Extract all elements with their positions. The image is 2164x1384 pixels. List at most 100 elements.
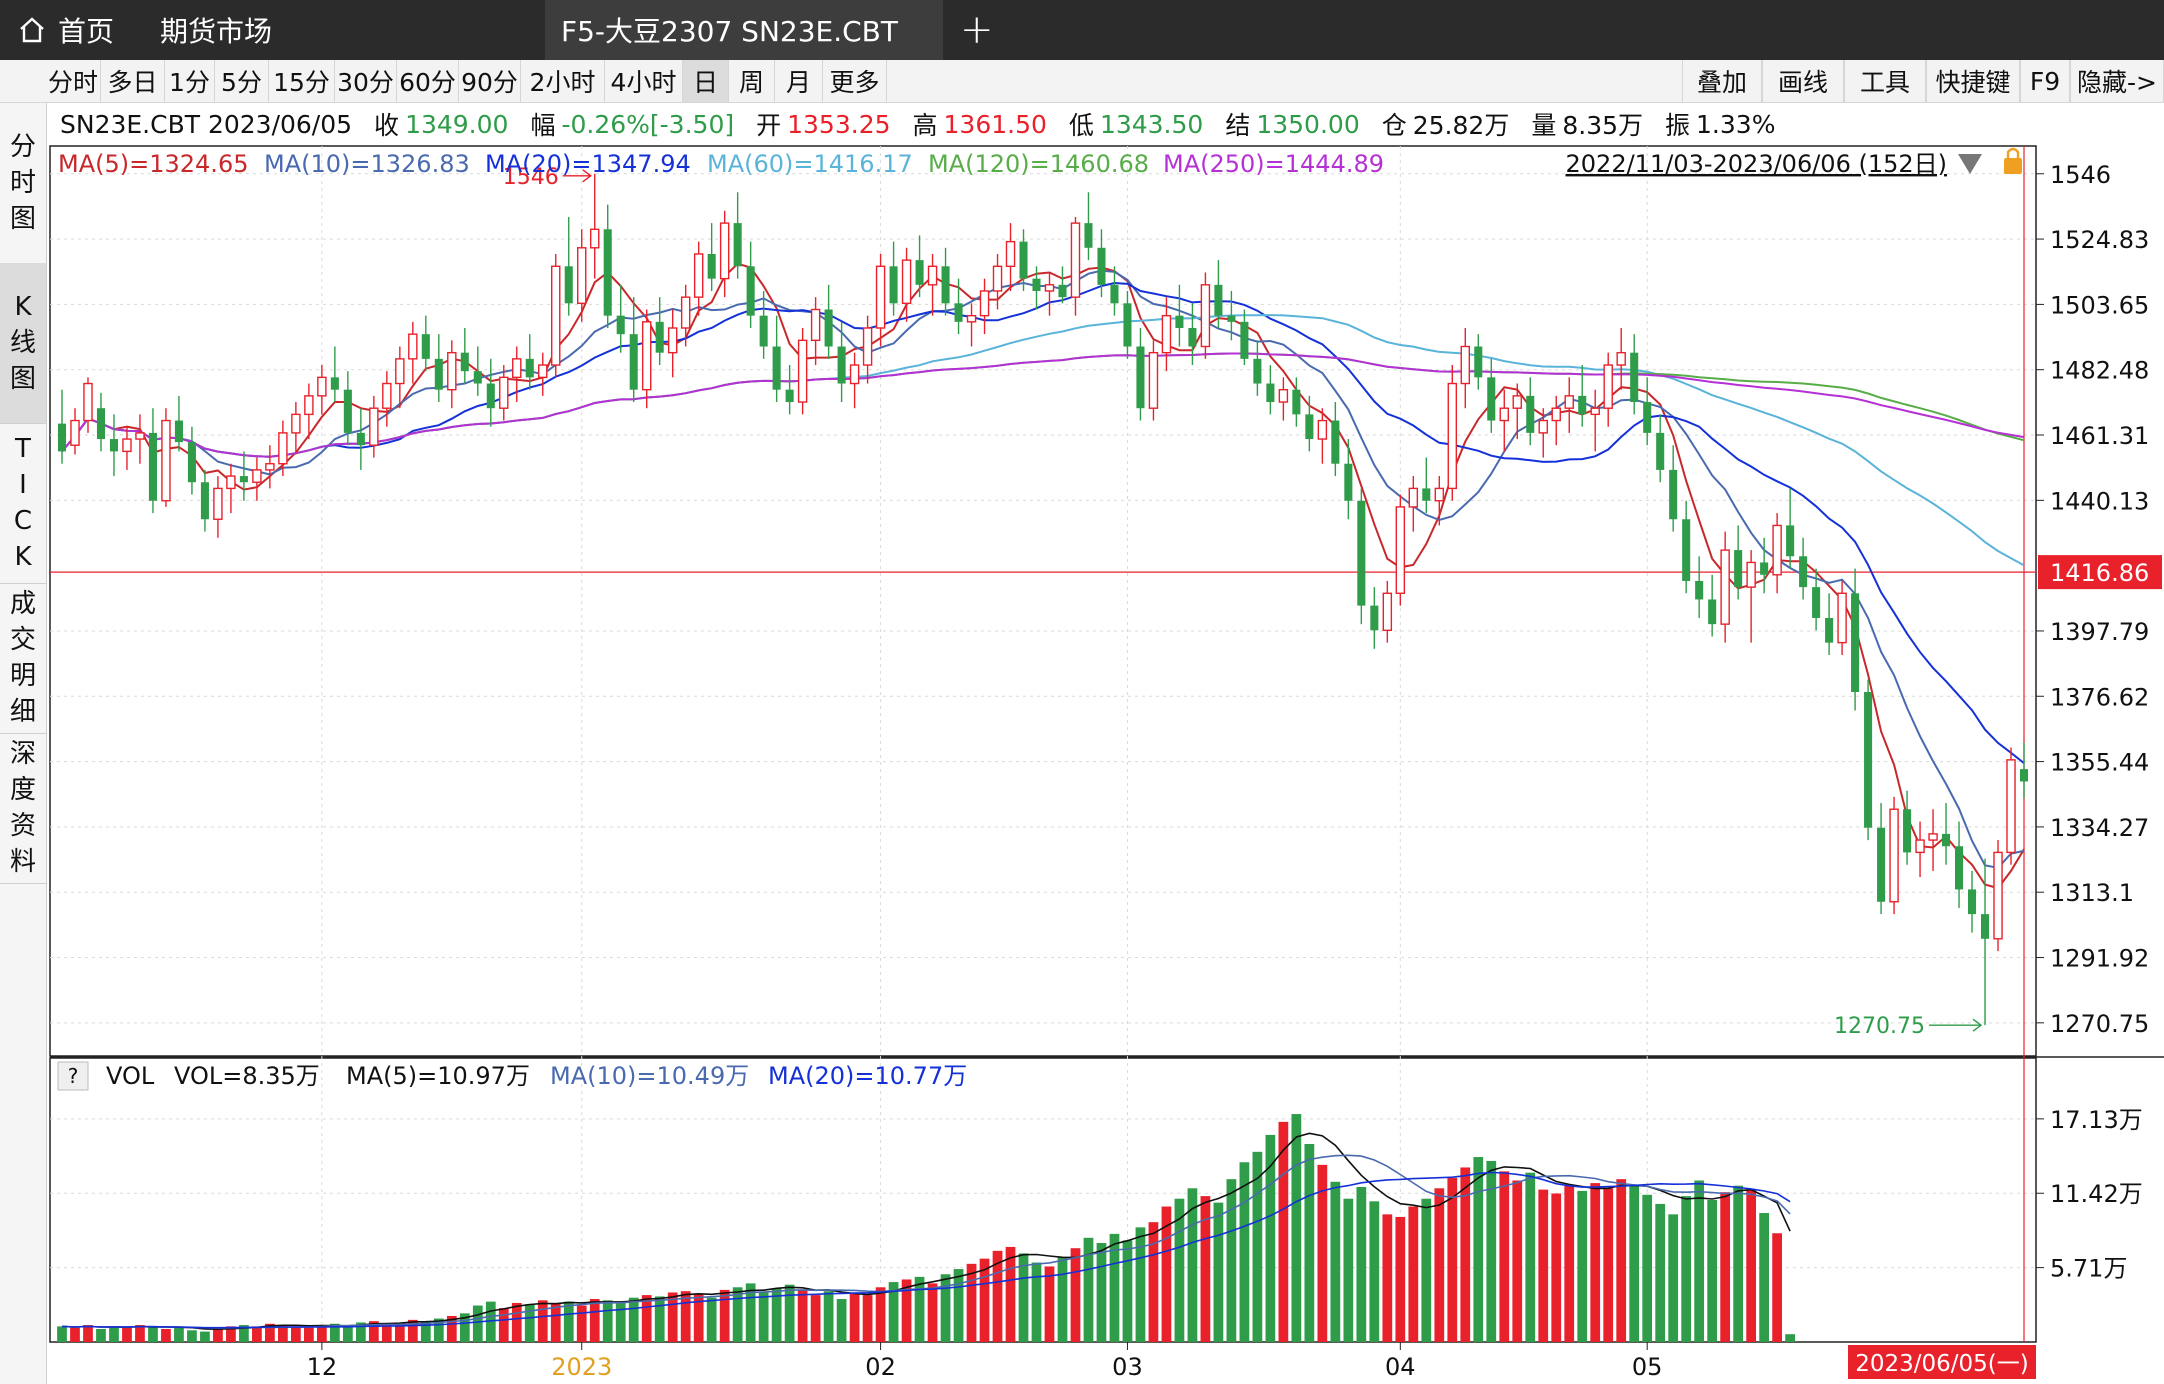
candle-body-up	[499, 376, 509, 409]
price-tick-label: 1461.31	[2050, 422, 2149, 450]
period-button[interactable]: 90分	[459, 60, 521, 102]
candle-body-down	[187, 442, 196, 483]
period-button[interactable]: 周	[729, 60, 775, 102]
candle-body-down	[1851, 593, 1860, 692]
low-value: 1343.50	[1099, 109, 1204, 139]
tool-button[interactable]: 画线	[1762, 60, 1844, 102]
candle-body-up	[265, 463, 275, 471]
period-button[interactable]: 多日	[101, 60, 165, 102]
period-button[interactable]: 30分	[335, 60, 397, 102]
tool-button[interactable]: 快捷键	[1926, 60, 2020, 102]
volume-bar	[745, 1283, 756, 1342]
volume-bar	[1200, 1196, 1211, 1342]
candle-body-down	[1786, 525, 1795, 557]
volume-bar	[563, 1301, 574, 1342]
sidebar-tab-char: K	[14, 292, 32, 322]
volume-bar	[784, 1284, 795, 1342]
volume-bar	[862, 1295, 873, 1342]
candle-body-down	[1812, 587, 1821, 618]
candle-body-up	[1434, 487, 1445, 502]
candle-body-down	[1357, 500, 1366, 606]
sidebar-tab-char: 料	[9, 847, 36, 877]
lock-icon[interactable]	[2004, 147, 2022, 174]
candle-body-down	[1058, 284, 1067, 298]
candle-body-up	[382, 382, 392, 409]
candle-body-down	[525, 358, 534, 378]
candle-body-up	[317, 376, 327, 397]
period-button[interactable]: 15分	[269, 60, 335, 102]
volume-bar	[1122, 1240, 1133, 1342]
volume-bar	[732, 1287, 743, 1342]
tool-button[interactable]: F9	[2020, 60, 2070, 102]
price-panel-frame	[49, 145, 2037, 1057]
volume-bar	[239, 1325, 249, 1342]
sidebar-tab-char: 度	[9, 775, 36, 805]
period-button[interactable]: 1分	[165, 60, 215, 102]
volume-bar	[226, 1326, 236, 1342]
sidebar-tab-char: 深	[9, 739, 36, 769]
tab-home[interactable]: 首页	[18, 0, 114, 60]
volume-bar	[135, 1325, 145, 1342]
volume-bar	[1473, 1157, 1484, 1342]
volume-bar	[758, 1292, 769, 1342]
candle-body-up	[291, 413, 301, 434]
candle-body-up	[252, 469, 262, 483]
volume-bar	[927, 1283, 938, 1342]
period-button[interactable]: 5分	[215, 60, 269, 102]
help-button[interactable]	[57, 1061, 89, 1091]
volume-bar	[1538, 1189, 1549, 1342]
change-value: -0.26%[-3.50]	[561, 109, 735, 139]
candle-body-down	[174, 420, 183, 443]
guide-price-label: 1416.86	[2050, 559, 2149, 587]
sidebar-tab[interactable]: 深度资料	[0, 733, 46, 884]
candle-body-down	[1188, 328, 1197, 347]
period-button[interactable]: 分时	[46, 60, 101, 102]
candle-body-up	[1161, 314, 1172, 354]
price-tick-label: 1482.48	[2050, 357, 2149, 385]
candle-body-down	[1214, 284, 1223, 316]
volume-bar	[615, 1302, 626, 1342]
sidebar-tab[interactable]: 成交明细	[0, 583, 46, 734]
period-button[interactable]: 4小时	[605, 60, 683, 102]
ma-line	[61, 269, 2025, 869]
date-range-label: 2022/11/03-2023/06/06 (152日)	[1566, 150, 1947, 178]
volume-bar	[667, 1292, 678, 1342]
sidebar-tab-char: K	[14, 542, 32, 572]
period-button[interactable]: 2小时	[521, 60, 605, 102]
sidebar-tab[interactable]: 分时图	[0, 103, 46, 264]
tool-button[interactable]: 工具	[1844, 60, 1926, 102]
candle-body-down	[1695, 580, 1704, 600]
add-tab-button[interactable]: +	[960, 0, 994, 60]
candle-body-down	[1110, 284, 1119, 304]
candle-body-down	[1032, 278, 1041, 291]
volume-bar	[433, 1318, 444, 1342]
volume-bar	[1083, 1237, 1094, 1342]
candle-body-down	[1980, 914, 1990, 939]
candle-body-down	[421, 334, 430, 359]
volume-bar	[213, 1327, 223, 1342]
period-button[interactable]: 月	[775, 60, 823, 102]
tab-active-instrument[interactable]: F5-大豆2307 SN23E.CBT	[545, 0, 943, 60]
period-button[interactable]: 日	[683, 60, 729, 102]
period-button[interactable]: 更多	[823, 60, 887, 102]
candle-body-down	[343, 389, 352, 433]
candle-body-up	[1603, 364, 1613, 409]
volume-bar	[628, 1297, 639, 1342]
dropdown-arrow-icon[interactable]	[1958, 154, 1982, 174]
volume-bar	[148, 1326, 158, 1342]
candle-body-down	[96, 408, 106, 440]
volume-bar	[1057, 1257, 1068, 1342]
tool-button[interactable]: 叠加	[1682, 60, 1762, 102]
period-button[interactable]: 60分	[397, 60, 459, 102]
candle-body-up	[1772, 524, 1782, 576]
candle-body-down	[330, 377, 339, 390]
sidebar-tab-char: 交	[9, 625, 36, 655]
tab-futures-market[interactable]: 期货市场	[160, 0, 272, 60]
candle-body-down	[200, 482, 209, 520]
candle-body-up	[1395, 506, 1406, 594]
tool-button[interactable]: 隐藏->	[2070, 60, 2164, 102]
